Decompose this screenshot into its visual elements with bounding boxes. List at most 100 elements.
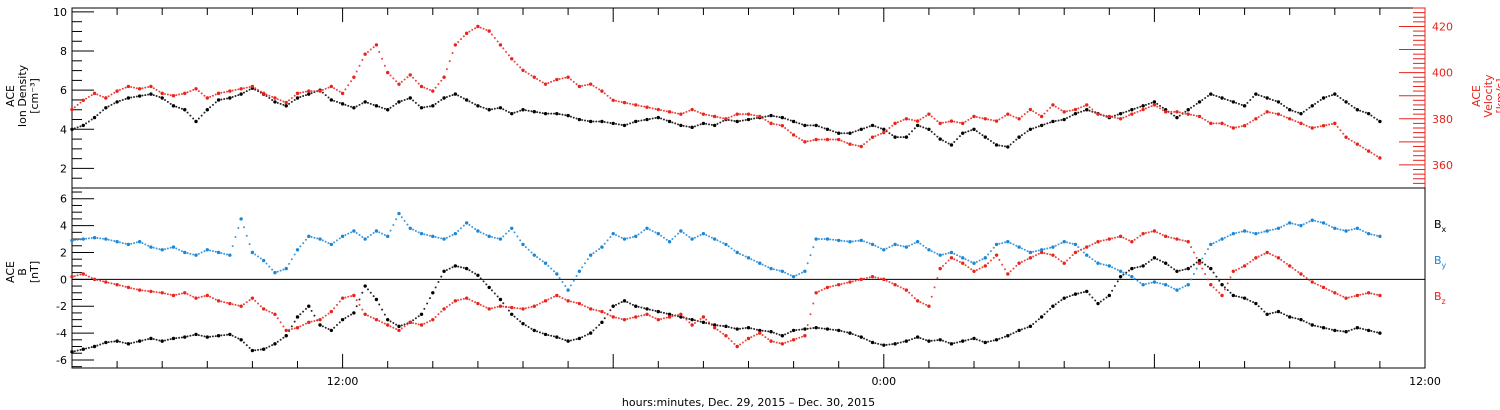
by-point-fill xyxy=(459,227,462,230)
density-axis-title-line: [cm⁻³] xyxy=(28,78,41,114)
velocity-point xyxy=(1175,110,1179,114)
bz-point xyxy=(983,264,987,268)
bx-point-fill xyxy=(485,283,488,286)
bx-point-fill xyxy=(90,346,93,349)
velocity-point-fill xyxy=(674,112,677,114)
bx-point xyxy=(1039,315,1044,319)
bz-point-fill xyxy=(290,328,293,331)
by-point-fill xyxy=(1305,221,1308,224)
bx-point-fill xyxy=(575,338,578,341)
by-point-fill xyxy=(335,239,338,242)
by-point-fill xyxy=(313,236,316,239)
bz-point-fill xyxy=(1370,292,1373,295)
velocity-point-fill xyxy=(290,97,293,99)
by-point-fill xyxy=(778,269,781,272)
bz-point-fill xyxy=(203,295,206,298)
density-point-fill xyxy=(592,120,595,123)
velocity-point xyxy=(848,142,852,146)
bz-point-fill xyxy=(197,296,200,299)
velocity-point-fill xyxy=(978,116,981,119)
density-point-fill xyxy=(1330,94,1333,97)
bz-point xyxy=(904,288,909,292)
by-point-fill xyxy=(1373,234,1376,237)
velocity-point-fill xyxy=(1082,105,1085,108)
bz-point-fill xyxy=(369,315,372,318)
velocity-point-fill xyxy=(1325,124,1328,127)
velocity-point-fill xyxy=(1240,125,1243,128)
velocity-point xyxy=(307,89,311,93)
by-point-fill xyxy=(786,272,789,275)
velocity-point-fill xyxy=(355,70,358,73)
velocity-point-fill xyxy=(922,116,925,119)
by-point-fill xyxy=(110,239,113,242)
density-point-fill xyxy=(1215,95,1218,98)
density-point-fill xyxy=(1263,96,1266,99)
velocity-point-fill xyxy=(877,133,880,136)
density-point-fill xyxy=(671,121,674,124)
bx-point xyxy=(1265,312,1269,316)
velocity-point-fill xyxy=(730,115,733,118)
by-point-fill xyxy=(913,242,916,245)
by-point-fill xyxy=(823,238,826,241)
by-point-fill xyxy=(956,254,959,257)
velocity-point xyxy=(724,117,728,121)
bx-point-fill xyxy=(784,333,787,336)
bx-point-fill xyxy=(722,325,725,328)
by-point-fill xyxy=(169,246,172,249)
by-point-fill xyxy=(1150,281,1153,284)
bx-point-fill xyxy=(1046,310,1049,313)
density-point-fill xyxy=(953,141,956,144)
by-point xyxy=(1344,229,1348,233)
density-point-fill xyxy=(1280,102,1283,105)
velocity-point-fill xyxy=(135,87,138,90)
density-point-fill xyxy=(998,144,1001,147)
velocity-point-fill xyxy=(719,116,722,119)
velocity-point-fill xyxy=(226,90,229,93)
bz-point-fill xyxy=(79,273,82,276)
density-point-fill xyxy=(899,136,902,139)
density-point-fill xyxy=(1201,98,1204,101)
bz-point xyxy=(994,253,999,257)
by-point xyxy=(983,256,987,260)
bz-point-fill xyxy=(1294,268,1297,271)
bz-point-fill xyxy=(1280,258,1283,261)
velocity-point-fill xyxy=(426,87,429,90)
velocity-point xyxy=(1265,110,1269,114)
bx-point-fill xyxy=(209,335,212,338)
bx-point-fill xyxy=(395,323,398,326)
density-point-fill xyxy=(834,131,837,134)
velocity-point-fill xyxy=(727,116,730,119)
velocity-point-fill xyxy=(1012,115,1015,118)
density-point-fill xyxy=(76,126,79,129)
bz-point-fill xyxy=(1342,295,1345,298)
density-point xyxy=(464,98,469,102)
density-point xyxy=(228,96,232,100)
density-point-fill xyxy=(789,119,792,122)
by-point xyxy=(870,242,875,247)
by-point xyxy=(1186,283,1190,287)
velocity-point-fill xyxy=(682,112,685,114)
velocity-point-fill xyxy=(1297,121,1300,124)
velocity-point xyxy=(464,31,469,36)
velocity-point-fill xyxy=(699,112,702,114)
velocity-point-fill xyxy=(1125,115,1128,118)
density-point-fill xyxy=(423,106,426,109)
velocity-point-fill xyxy=(654,107,657,110)
bz-point-fill xyxy=(817,290,820,293)
density-point-fill xyxy=(1235,101,1238,104)
by-point xyxy=(374,229,379,233)
bz-point xyxy=(949,256,954,260)
velocity-point-fill xyxy=(688,109,691,112)
velocity-point-fill xyxy=(1091,108,1094,111)
by-point-fill xyxy=(846,240,849,243)
bz-point-fill xyxy=(1077,250,1080,253)
density-point-fill xyxy=(144,94,147,97)
bz-point-fill xyxy=(908,291,911,294)
density-point xyxy=(1130,108,1134,112)
by-point-fill xyxy=(400,216,403,219)
density-point-fill xyxy=(933,133,936,136)
density-point-fill xyxy=(1125,110,1128,113)
by-point-fill xyxy=(226,253,229,256)
velocity-point-fill xyxy=(970,117,973,120)
density-point-fill xyxy=(755,117,758,120)
